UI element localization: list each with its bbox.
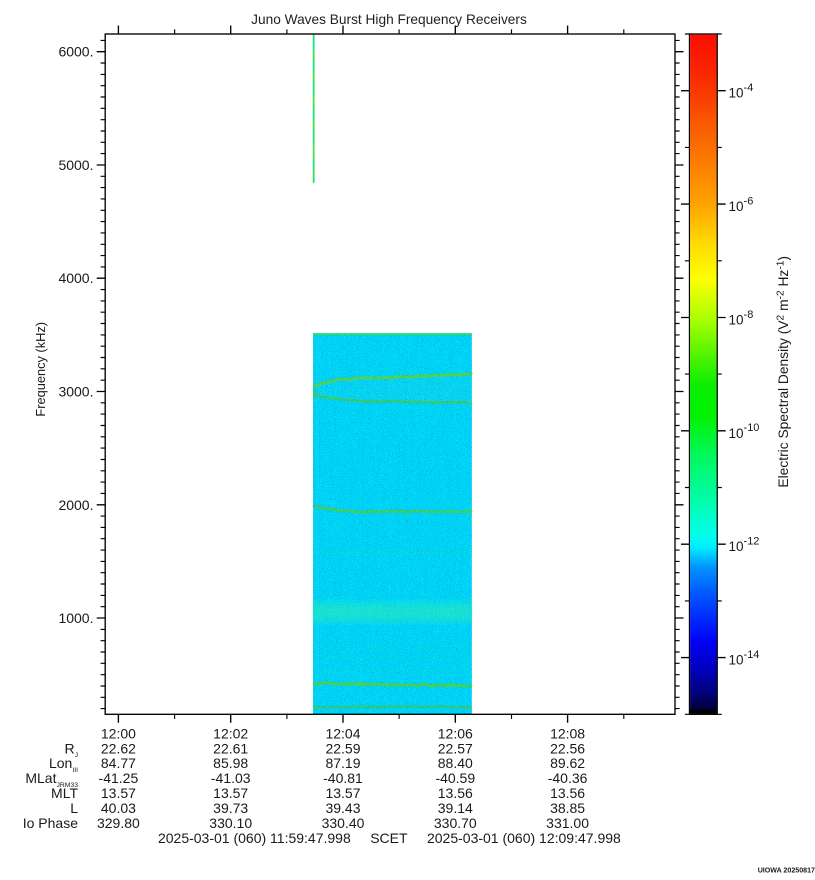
svg-text:MLT: MLT xyxy=(51,785,78,801)
svg-text:329.80: 329.80 xyxy=(97,815,140,831)
svg-text:1000.: 1000. xyxy=(58,610,93,626)
svg-text:12:08: 12:08 xyxy=(550,726,585,742)
svg-text:89.62: 89.62 xyxy=(550,755,585,771)
svg-text:10-8: 10-8 xyxy=(729,309,754,328)
svg-text:-41.25: -41.25 xyxy=(99,770,139,786)
svg-text:LonIII: LonIII xyxy=(49,755,78,774)
svg-text:10-6: 10-6 xyxy=(729,196,754,215)
svg-text:3000.: 3000. xyxy=(58,384,93,400)
svg-text:L: L xyxy=(70,800,78,816)
svg-text:22.56: 22.56 xyxy=(550,740,585,756)
svg-text:330.40: 330.40 xyxy=(322,815,365,831)
svg-text:38.85: 38.85 xyxy=(550,800,585,816)
svg-text:22.61: 22.61 xyxy=(213,740,248,756)
svg-text:-40.36: -40.36 xyxy=(548,770,588,786)
svg-text:12:04: 12:04 xyxy=(325,726,360,742)
svg-text:10-14: 10-14 xyxy=(729,649,760,668)
svg-text:Io Phase: Io Phase xyxy=(23,815,78,831)
svg-text:5000.: 5000. xyxy=(58,157,93,173)
svg-text:13.57: 13.57 xyxy=(101,785,136,801)
svg-text:39.73: 39.73 xyxy=(213,800,248,816)
svg-text:Juno Waves Burst High Frequenc: Juno Waves Burst High Frequency Receiver… xyxy=(251,12,527,27)
svg-text:13.57: 13.57 xyxy=(325,785,360,801)
svg-text:6000.: 6000. xyxy=(58,44,93,60)
svg-text:87.19: 87.19 xyxy=(325,755,360,771)
svg-text:330.10: 330.10 xyxy=(209,815,252,831)
svg-text:2025-03-01 (060) 11:59:47.998: 2025-03-01 (060) 11:59:47.998 SCET 2025-… xyxy=(158,830,621,846)
svg-text:10-10: 10-10 xyxy=(729,422,760,441)
svg-text:10-4: 10-4 xyxy=(729,82,754,101)
svg-text:13.56: 13.56 xyxy=(550,785,585,801)
svg-text:22.59: 22.59 xyxy=(325,740,360,756)
svg-text:4000.: 4000. xyxy=(58,270,93,286)
svg-text:2000.: 2000. xyxy=(58,497,93,513)
svg-text:-41.03: -41.03 xyxy=(211,770,251,786)
svg-text:39.14: 39.14 xyxy=(438,800,473,816)
svg-text:88.40: 88.40 xyxy=(438,755,473,771)
svg-text:22.62: 22.62 xyxy=(101,740,136,756)
svg-text:-40.81: -40.81 xyxy=(323,770,363,786)
svg-text:84.77: 84.77 xyxy=(101,755,136,771)
svg-text:UIOWA 20250817: UIOWA 20250817 xyxy=(758,867,815,875)
svg-text:40.03: 40.03 xyxy=(101,800,136,816)
svg-text:13.57: 13.57 xyxy=(213,785,248,801)
svg-text:330.70: 330.70 xyxy=(434,815,477,831)
svg-text:39.43: 39.43 xyxy=(325,800,360,816)
svg-text:12:06: 12:06 xyxy=(438,726,473,742)
svg-text:22.57: 22.57 xyxy=(438,740,473,756)
svg-text:13.56: 13.56 xyxy=(438,785,473,801)
svg-text:12:02: 12:02 xyxy=(213,726,248,742)
svg-text:85.98: 85.98 xyxy=(213,755,248,771)
svg-text:-40.59: -40.59 xyxy=(435,770,475,786)
svg-text:10-12: 10-12 xyxy=(729,536,760,555)
svg-text:12:00: 12:00 xyxy=(101,726,136,742)
svg-text:331.00: 331.00 xyxy=(546,815,589,831)
svg-text:Frequency (kHz): Frequency (kHz) xyxy=(33,322,48,417)
svg-text:Electric Spectral Density (V2: Electric Spectral Density (V2 m-2 Hz-1) xyxy=(776,256,791,488)
